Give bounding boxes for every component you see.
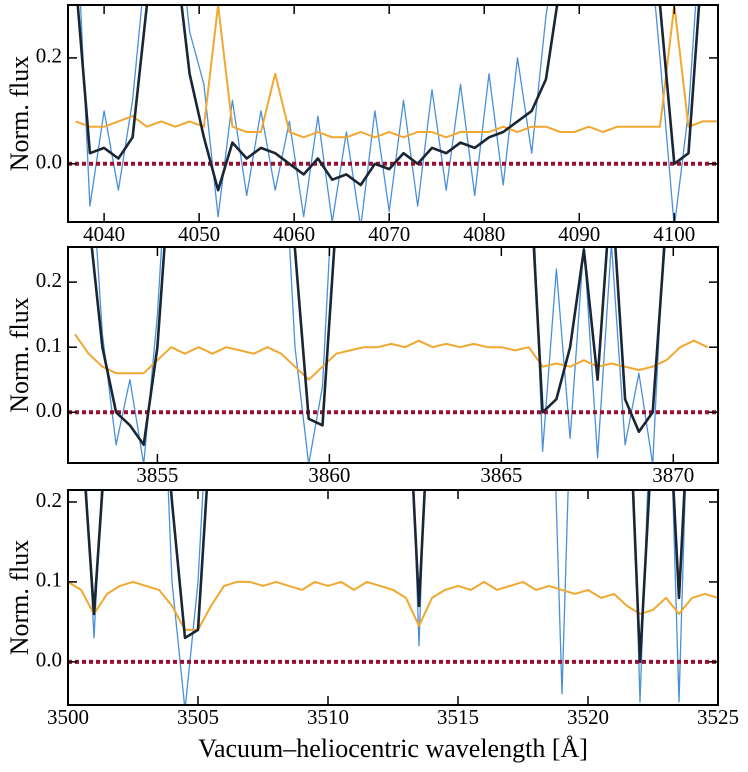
x-tick-label: 4090 (558, 222, 600, 246)
y-axis-label: Norm. flux (5, 540, 34, 656)
x-tick-label: 3860 (308, 463, 350, 487)
x-tick-label: 3500 (47, 705, 89, 729)
plot-area (68, 5, 718, 222)
y-tick-label: 0.0 (36, 648, 62, 672)
x-tick-label: 4050 (178, 222, 220, 246)
y-tick-label: 0.2 (36, 268, 62, 292)
spectrum-line (90, 247, 666, 447)
x-tick-label: 4060 (273, 222, 315, 246)
x-tick-label: 4040 (83, 222, 125, 246)
x-tick-label: 3855 (136, 463, 178, 487)
x-tick-label: 3515 (437, 705, 479, 729)
x-tick-label: 4070 (368, 222, 410, 246)
x-axis-label: Vacuum–heliocentric wavelength [Å] (198, 734, 588, 763)
x-tick-label: 3520 (567, 705, 609, 729)
panel: 4040 4050 4060 4070 4080 4090 4100 0.0 0.2Norm. … (5, 4, 719, 246)
panel: 3500 3505 3510 3515 3520 3525 0.0 0.1 0.2 Norm. f… (5, 488, 739, 763)
y-tick-label: 0.2 (36, 488, 62, 512)
x-tick-label: 4080 (463, 222, 505, 246)
spectrum-line (84, 490, 686, 664)
x-tick-label: 3865 (480, 463, 522, 487)
plot-area (68, 247, 718, 463)
spectrum-line (79, 5, 697, 222)
x-tick-label: 3510 (307, 705, 349, 729)
y-tick-label: 0.1 (36, 333, 62, 357)
spectrum-line (75, 5, 717, 139)
y-tick-label: 0.1 (36, 568, 62, 592)
y-axis-label: Norm. flux (5, 56, 34, 172)
y-tick-label: 0.0 (36, 398, 62, 422)
plot-frame (67, 4, 719, 223)
x-tick-label: 3525 (697, 705, 739, 729)
spectrum-line (96, 247, 664, 463)
spectrum-line (68, 580, 718, 631)
spectrum-line (85, 490, 686, 705)
y-axis-label: Norm. flux (5, 297, 34, 413)
spectrum-line (76, 5, 701, 192)
plot-frame (67, 246, 719, 464)
x-tick-label: 3870 (652, 463, 694, 487)
spectrum-line (74, 333, 709, 381)
plot-area (68, 490, 718, 705)
x-tick-label: 3505 (177, 705, 219, 729)
plot-frame (67, 489, 719, 706)
x-tick-label: 4100 (653, 222, 695, 246)
y-tick-label: 0.0 (36, 150, 62, 174)
y-tick-label: 0.2 (36, 44, 62, 68)
